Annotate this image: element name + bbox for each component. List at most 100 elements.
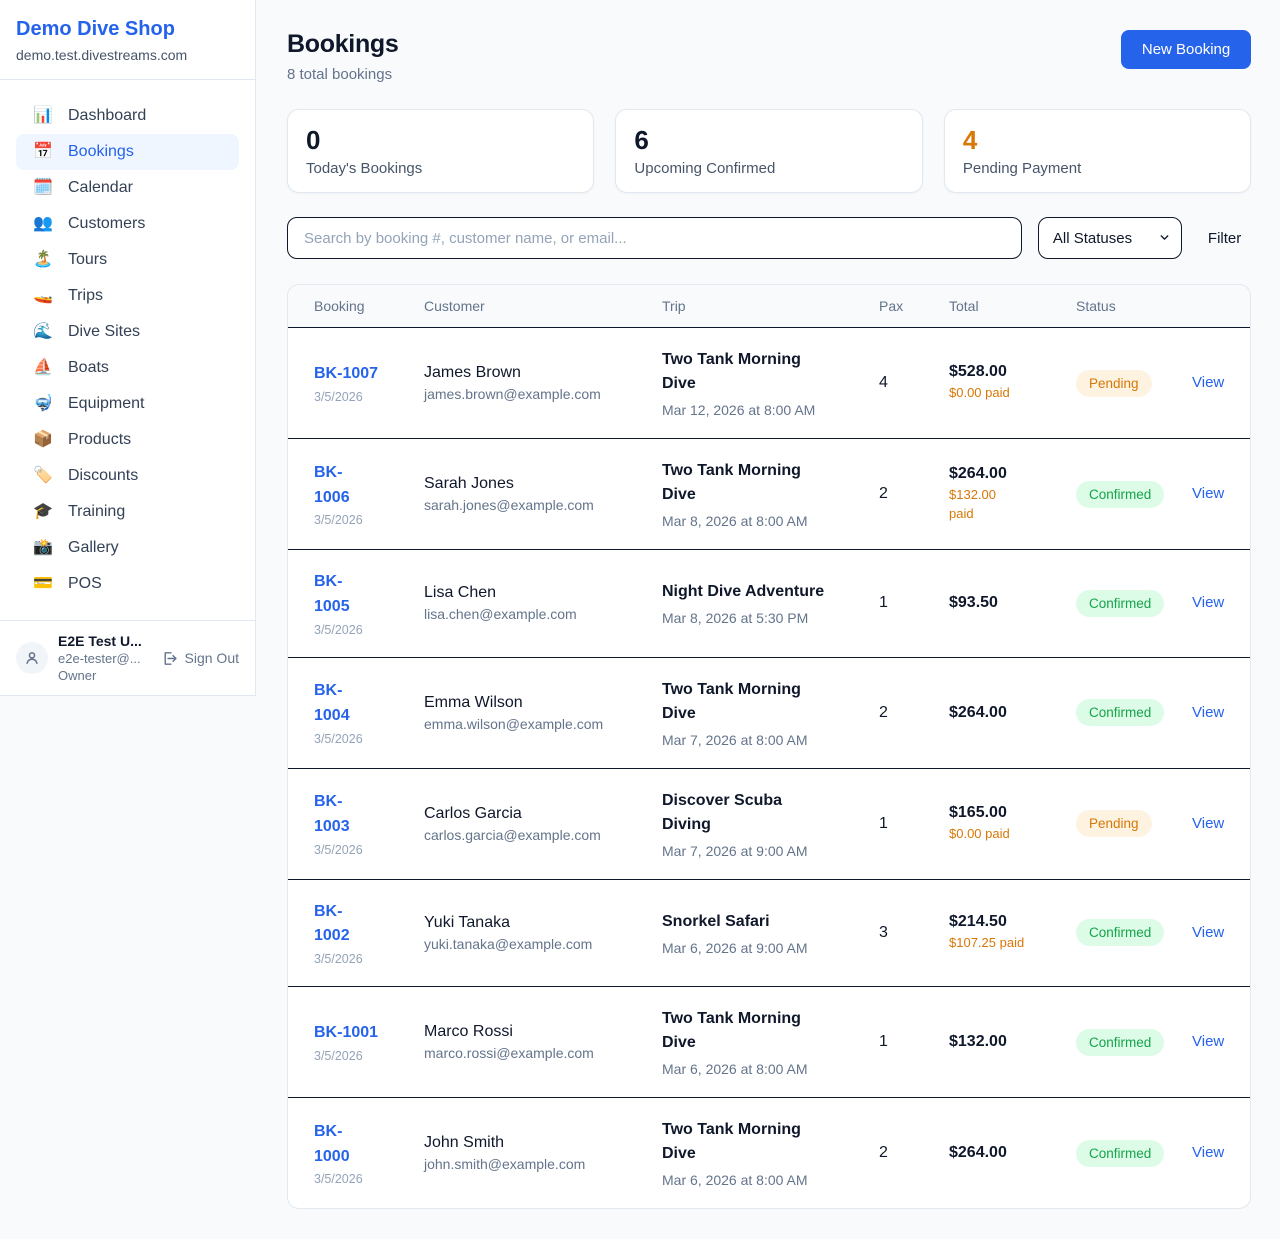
tag-icon: 🏷️: [33, 467, 53, 484]
paid-amount: $107.25 paid: [949, 934, 1025, 950]
status-badge: Confirmed: [1076, 699, 1165, 727]
booking-date: 3/5/2026: [314, 952, 363, 967]
booking-id-link[interactable]: BK- 1002: [314, 902, 350, 945]
sidebar-item-discounts[interactable]: 🏷️ Discounts: [16, 458, 239, 494]
status-badge: Confirmed: [1076, 1139, 1165, 1167]
paid-amount: $0.00 paid: [949, 825, 1010, 841]
column-header-status: Status: [1076, 298, 1116, 314]
sidebar-item-label: Training: [68, 503, 126, 520]
view-link[interactable]: View: [1192, 1033, 1225, 1051]
pax-cell: 2: [879, 1144, 949, 1162]
sidebar: Demo Dive Shop demo.test.divestreams.com…: [0, 0, 256, 696]
customer-cell: Marco Rossi marco.rossi@example.com: [424, 1023, 662, 1061]
package-icon: 📦: [33, 431, 53, 448]
trip-cell: Night Dive Adventure Mar 8, 2026 at 5:30…: [662, 580, 879, 626]
status-cell: Confirmed: [1076, 589, 1192, 617]
view-link[interactable]: View: [1192, 1144, 1225, 1162]
total-amount: $528.00: [949, 363, 1007, 381]
sidebar-header: Demo Dive Shop demo.test.divestreams.com: [0, 0, 255, 79]
booking-cell: BK- 1005 3/5/2026: [314, 570, 424, 637]
credit-card-icon: 💳: [33, 575, 53, 592]
booking-id-link[interactable]: BK- 1006: [314, 463, 350, 506]
total-cell: $264.00: [949, 1144, 1076, 1162]
sidebar-item-label: Equipment: [68, 395, 145, 412]
column-header-total: Total: [949, 298, 979, 314]
filter-button[interactable]: Filter: [1198, 230, 1251, 247]
status-cell: Confirmed: [1076, 1028, 1192, 1056]
status-filter-wrap: All Statuses: [1037, 217, 1182, 259]
total-cell: $93.50: [949, 594, 1076, 612]
sidebar-item-label: Discounts: [68, 467, 139, 484]
stat-label: Upcoming Confirmed: [634, 160, 776, 178]
trip-cell: Two Tank Morning Dive Mar 6, 2026 at 8:0…: [662, 1118, 879, 1188]
booking-cell: BK- 1006 3/5/2026: [314, 461, 424, 528]
view-link[interactable]: View: [1192, 594, 1225, 612]
sidebar-item-label: Gallery: [68, 539, 119, 556]
sign-out-label: Sign Out: [184, 650, 239, 666]
user-name: E2E Test U...: [58, 633, 142, 649]
customer-name: James Brown: [424, 364, 521, 381]
booking-id-link[interactable]: BK- 1003: [314, 793, 350, 836]
view-link[interactable]: View: [1192, 703, 1225, 721]
stat-card-upcoming-confirmed: 6 Upcoming Confirmed: [615, 109, 923, 193]
sidebar-item-label: Trips: [68, 287, 103, 304]
new-booking-button[interactable]: New Booking: [1120, 30, 1252, 69]
customer-email: james.brown@example.com: [424, 386, 601, 402]
sidebar-item-products[interactable]: 📦 Products: [16, 422, 239, 458]
sidebar-item-dashboard[interactable]: 📊 Dashboard: [16, 98, 239, 134]
booking-date: 3/5/2026: [314, 389, 363, 404]
trip-cell: Two Tank Morning Dive Mar 6, 2026 at 8:0…: [662, 1007, 879, 1077]
view-link[interactable]: View: [1192, 485, 1225, 502]
booking-id-link[interactable]: BK- 1000: [314, 1122, 350, 1165]
table-row: BK- 1000 3/5/2026 John Smith john.smith@…: [288, 1098, 1250, 1208]
user-info: E2E Test U... e2e-tester@... Owner: [58, 633, 151, 683]
paid-amount: $0.00 paid: [949, 385, 1010, 401]
booking-id-link[interactable]: BK-1007: [314, 365, 379, 383]
trip-datetime: Mar 6, 2026 at 8:00 AM: [662, 1061, 808, 1078]
sidebar-item-bookings[interactable]: 📅 Bookings: [16, 134, 239, 170]
table-row: BK- 1005 3/5/2026 Lisa Chen lisa.chen@ex…: [288, 550, 1251, 658]
graduation-cap-icon: 🎓: [33, 503, 53, 520]
stat-value: 4: [962, 125, 978, 155]
stat-card-pending-payment: 4 Pending Payment: [943, 109, 1252, 193]
booking-date: 3/5/2026: [314, 622, 363, 637]
booking-cell: BK- 1004 3/5/2026: [314, 679, 424, 746]
booking-id-link[interactable]: BK-1001: [314, 1024, 379, 1042]
trip-name: Snorkel Safari: [662, 912, 770, 930]
pax-count: 1: [879, 594, 888, 612]
page-title: Bookings: [287, 30, 399, 58]
sign-out-button[interactable]: Sign Out: [161, 650, 239, 667]
sidebar-item-training[interactable]: 🎓 Training: [16, 494, 239, 530]
sidebar-item-trips[interactable]: 🚤 Trips: [16, 278, 239, 314]
booking-cell: BK- 1003 3/5/2026: [314, 790, 424, 857]
sidebar-item-dive-sites[interactable]: 🌊 Dive Sites: [16, 314, 239, 350]
search-input[interactable]: [287, 217, 1022, 259]
status-filter-select[interactable]: All Statuses: [1037, 217, 1182, 259]
total-bookings-count: 8 total bookings: [287, 66, 393, 83]
view-link[interactable]: View: [1192, 923, 1225, 941]
sidebar-item-equipment[interactable]: 🤿 Equipment: [16, 386, 239, 422]
sidebar-item-label: Boats: [68, 359, 109, 376]
trip-datetime: Mar 6, 2026 at 8:00 AM: [662, 1172, 808, 1189]
view-link[interactable]: View: [1192, 814, 1225, 832]
booking-id-link[interactable]: BK- 1005: [314, 573, 350, 615]
sidebar-item-boats[interactable]: ⛵ Boats: [16, 350, 239, 386]
total-cell: $528.00 $0.00 paid: [949, 363, 1076, 403]
total-amount: $264.00: [949, 1144, 1007, 1162]
booking-id-link[interactable]: BK- 1004: [314, 682, 350, 725]
sidebar-item-customers[interactable]: 👥 Customers: [16, 206, 239, 242]
stats-row: 0 Today's Bookings 6 Upcoming Confirmed 4 Pen…: [287, 109, 1252, 193]
pax-count: 4: [879, 374, 888, 391]
total-cell: $132.00: [949, 1033, 1076, 1051]
sidebar-item-gallery[interactable]: 📸 Gallery: [16, 530, 239, 566]
sidebar-item-calendar[interactable]: 🗓️ Calendar: [16, 170, 239, 206]
spiral-calendar-icon: 🗓️: [33, 179, 53, 196]
sidebar-item-pos[interactable]: 💳 POS: [16, 566, 239, 602]
stat-label: Today's Bookings: [306, 160, 423, 178]
customer-email: lisa.chen@example.com: [424, 606, 577, 623]
view-link[interactable]: View: [1192, 374, 1225, 391]
sidebar-item-tours[interactable]: 🏝️ Tours: [16, 242, 239, 278]
user-role: Owner: [58, 668, 97, 683]
avatar: [16, 642, 48, 674]
